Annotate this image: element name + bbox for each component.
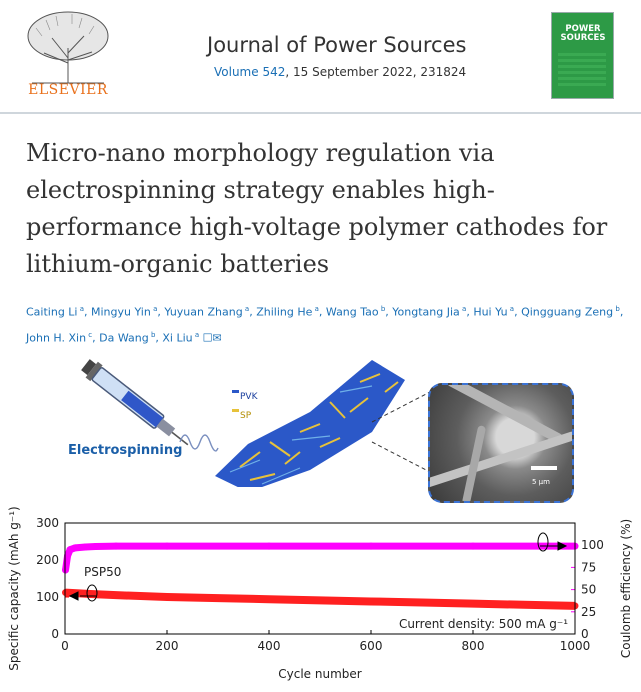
data-point-left: [469, 600, 477, 608]
x-tick-label: 200: [156, 639, 179, 653]
data-point-left: [163, 593, 171, 601]
y-right-tick-label: 50: [581, 583, 596, 597]
volume-info: Volume 542, 15 September 2022, 231824: [214, 65, 466, 79]
graphical-abstract: [81, 359, 431, 487]
data-point-right: [112, 542, 120, 550]
author-affiliation: b: [613, 305, 620, 313]
journal-cover[interactable]: POWER SOURCES: [551, 12, 614, 99]
current-density-label: Current density: 500 mA g⁻¹: [399, 617, 568, 631]
cover-pattern: [558, 53, 606, 89]
data-point-left: [316, 596, 324, 604]
sample-label: PSP50: [84, 565, 121, 579]
author-affiliation: b: [148, 330, 156, 339]
data-point-right: [265, 542, 273, 550]
data-point-right: [71, 544, 79, 552]
author-name[interactable]: Caiting Li: [26, 305, 78, 319]
x-tick-label: 400: [258, 639, 281, 653]
author-name[interactable]: Qingguang Zeng: [521, 305, 614, 319]
author-affiliation: c: [86, 330, 93, 339]
author-name[interactable]: Mingyu Yin: [91, 305, 151, 319]
author-name[interactable]: Yongtang Jia: [392, 305, 460, 319]
volume-link[interactable]: Volume 542: [214, 65, 286, 79]
y-left-tick-label: 200: [36, 553, 59, 567]
author-affiliation: b: [378, 305, 386, 313]
data-point-right: [367, 542, 375, 550]
cover-title: POWER SOURCES: [560, 24, 606, 43]
y-right-tick-label: 25: [581, 605, 596, 619]
data-point-right: [62, 566, 70, 574]
y-right-tick-label: 75: [581, 560, 596, 574]
data-point-right: [92, 543, 100, 551]
author-affiliation: a: [150, 305, 158, 313]
article-title: Micro-nano morphology regulation via ele…: [26, 139, 608, 278]
left-axis-arrow: [68, 584, 98, 602]
data-point-left: [112, 591, 120, 599]
data-point-left: [214, 594, 222, 602]
author-affiliation: a: [459, 305, 467, 313]
scale-bar: [531, 466, 557, 470]
author-name[interactable]: Yuyuan Zhang: [164, 305, 243, 319]
x-tick-label: 800: [462, 639, 485, 653]
x-tick-label: 600: [360, 639, 383, 653]
y-axis-right-label: Coulomb efficiency (%): [619, 519, 633, 658]
x-tick-label: 0: [61, 639, 69, 653]
data-point-right: [81, 543, 89, 551]
y-axis-left-label: Specific capacity (mAh g⁻¹): [7, 506, 21, 670]
elsevier-tree-logo: [22, 8, 114, 100]
y-left-tick-label: 300: [36, 516, 59, 530]
author-name[interactable]: Wang Tao: [325, 305, 379, 319]
x-tick-label: 1000: [560, 639, 591, 653]
author-affiliation: a: [77, 305, 84, 313]
y-right-tick-label: 0: [581, 627, 589, 641]
x-axis-label: Cycle number: [278, 667, 362, 681]
data-point-left: [520, 601, 528, 609]
y-left-tick-label: 0: [51, 627, 59, 641]
syringe-icon: [81, 359, 189, 446]
scale-label: 5 μm: [532, 478, 550, 486]
header-divider: [0, 112, 641, 114]
data-point-left: [418, 599, 426, 607]
author-name[interactable]: Hui Yu: [473, 305, 508, 319]
author-affiliation: a: [242, 305, 250, 313]
person-mail-icon[interactable]: ☐✉: [199, 331, 222, 345]
data-point-right: [469, 542, 477, 550]
legend-sp: SP: [240, 411, 252, 421]
author-name[interactable]: John H. Xin: [26, 331, 87, 345]
author-name[interactable]: Zhiling He: [256, 305, 313, 319]
data-point-left: [265, 595, 273, 603]
fiber-mat-illustration: [215, 360, 405, 487]
author-affiliation: a: [312, 305, 319, 313]
data-point-left: [62, 589, 70, 597]
series-line-left: [65, 588, 576, 610]
elsevier-wordmark: ELSEVIER: [28, 82, 108, 98]
author-affiliation: a: [507, 305, 515, 313]
electrospinning-label: Electrospinning: [68, 443, 183, 458]
author-name[interactable]: Xi Liu: [162, 331, 193, 345]
y-left-tick-label: 100: [36, 590, 59, 604]
author-list: Caiting Li a, Mingyu Yin a, Yuyuan Zhang…: [26, 305, 624, 345]
y-right-tick-label: 100: [581, 538, 604, 552]
data-point-left: [367, 597, 375, 605]
author-name[interactable]: Da Wang: [99, 331, 149, 345]
series-line-right: [62, 542, 575, 571]
legend-pvk: PVK: [240, 392, 258, 402]
electrospinning-jet: [179, 434, 219, 452]
author-affiliation: a: [192, 330, 200, 339]
journal-title[interactable]: Journal of Power Sources: [207, 33, 467, 57]
volume-date: , 15 September 2022, 231824: [285, 65, 467, 79]
sem-image: [428, 383, 574, 503]
data-point-right: [64, 552, 72, 560]
data-point-right: [163, 542, 171, 550]
right-axis-arrow: [537, 532, 568, 552]
